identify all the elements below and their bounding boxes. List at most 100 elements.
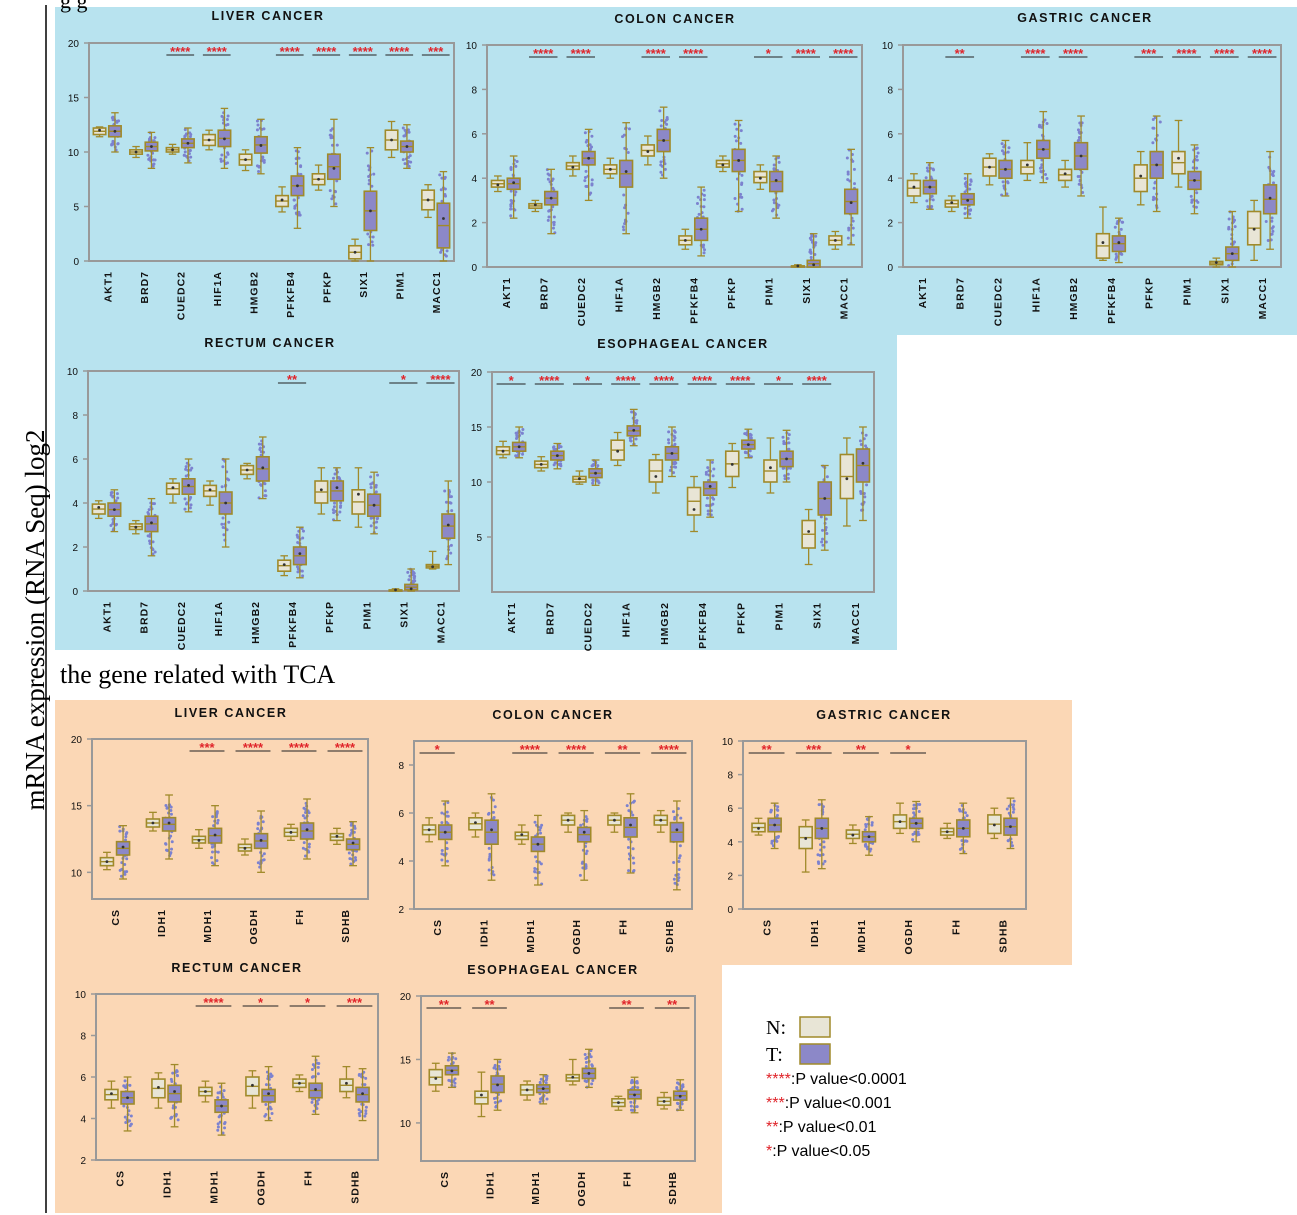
data-point xyxy=(335,179,339,183)
data-point xyxy=(407,164,411,168)
data-point xyxy=(440,199,444,203)
chart-title: ESOPHAGEAL CANCER xyxy=(597,337,768,351)
data-point xyxy=(788,466,792,470)
significance-stars: **** xyxy=(616,373,637,388)
data-point xyxy=(520,431,524,435)
x-tick-label: CS xyxy=(110,909,122,926)
data-point xyxy=(659,170,663,174)
data-point xyxy=(316,1072,320,1076)
significance-stars: ** xyxy=(439,997,450,1012)
data-point xyxy=(918,802,922,806)
data-point xyxy=(1227,217,1231,221)
data-point xyxy=(590,183,594,187)
data-point xyxy=(1077,135,1081,139)
data-point xyxy=(1189,194,1193,198)
data-point xyxy=(296,535,300,539)
mean-marker xyxy=(758,176,762,180)
mean-marker xyxy=(197,838,201,842)
data-point xyxy=(175,1069,179,1073)
data-point xyxy=(151,548,155,552)
data-point xyxy=(846,172,850,176)
data-point xyxy=(859,492,863,496)
mean-marker xyxy=(335,486,339,489)
data-point xyxy=(440,811,444,815)
mean-marker xyxy=(536,842,540,846)
data-point xyxy=(169,808,173,812)
data-point xyxy=(453,1081,457,1085)
data-point xyxy=(312,1109,316,1113)
glycolysis-section-title: g g xyxy=(60,0,88,13)
data-point xyxy=(677,856,681,860)
data-point xyxy=(672,877,676,881)
data-point xyxy=(635,421,639,425)
data-point xyxy=(740,183,744,187)
data-point xyxy=(546,218,550,222)
data-point xyxy=(584,1060,588,1064)
data-point xyxy=(493,1100,497,1104)
data-point xyxy=(1011,805,1015,809)
data-point xyxy=(264,1112,268,1116)
y-tick-label: 8 xyxy=(80,1032,86,1043)
data-point xyxy=(852,182,856,186)
data-point xyxy=(413,579,417,583)
data-point xyxy=(626,846,630,850)
data-point xyxy=(702,205,706,209)
x-tick-label: IDH1 xyxy=(479,919,491,947)
chart-title: LIVER CANCER xyxy=(175,706,288,720)
data-point xyxy=(364,1111,368,1115)
significance-stars: **** xyxy=(1252,46,1273,61)
data-point xyxy=(487,857,491,861)
data-point xyxy=(443,175,447,179)
data-point xyxy=(259,450,263,454)
data-point xyxy=(665,122,669,126)
y-tick-label: 15 xyxy=(471,423,483,434)
mean-marker xyxy=(208,488,212,492)
x-tick-label: SDHB xyxy=(350,1170,362,1204)
data-point xyxy=(776,805,780,809)
mean-marker xyxy=(332,166,336,170)
mean-marker xyxy=(912,185,916,189)
data-point xyxy=(183,497,187,501)
data-point xyxy=(124,1121,128,1125)
data-point xyxy=(663,167,667,171)
mean-marker xyxy=(223,137,226,141)
data-point xyxy=(332,511,336,515)
x-tick-label: BRD7 xyxy=(139,601,151,634)
data-point xyxy=(151,502,155,506)
data-point xyxy=(1152,195,1156,199)
mean-marker xyxy=(151,821,155,825)
data-point xyxy=(585,849,589,853)
data-point xyxy=(678,844,682,848)
data-point xyxy=(589,1055,593,1059)
mean-marker xyxy=(1063,172,1067,176)
y-tick-label: 4 xyxy=(72,499,78,510)
x-tick-label: CS xyxy=(115,1170,127,1187)
y-tick-label: 20 xyxy=(71,735,83,746)
data-point xyxy=(334,202,338,206)
data-point xyxy=(786,447,790,451)
data-point xyxy=(224,123,228,127)
data-point xyxy=(261,858,265,862)
data-point xyxy=(189,133,193,137)
mean-marker xyxy=(220,1104,223,1108)
data-point xyxy=(739,192,743,196)
significance-stars: ** xyxy=(667,997,678,1012)
data-point xyxy=(146,153,150,157)
mean-marker xyxy=(587,1072,591,1075)
significance-stars: * xyxy=(258,995,264,1010)
data-point xyxy=(583,175,587,179)
chart-title: RECTUM CANCER xyxy=(204,336,335,350)
mean-marker xyxy=(587,156,591,160)
data-point xyxy=(1232,240,1236,244)
data-point xyxy=(509,198,513,202)
legend-sig1-stars: * xyxy=(766,1143,772,1160)
data-point xyxy=(544,1078,548,1082)
data-point xyxy=(307,811,311,815)
mean-marker xyxy=(823,497,827,500)
mean-marker xyxy=(134,150,138,154)
data-point xyxy=(1076,128,1080,132)
data-point xyxy=(635,419,639,423)
data-point xyxy=(331,508,335,512)
data-point xyxy=(1266,239,1270,243)
data-point xyxy=(445,841,449,845)
